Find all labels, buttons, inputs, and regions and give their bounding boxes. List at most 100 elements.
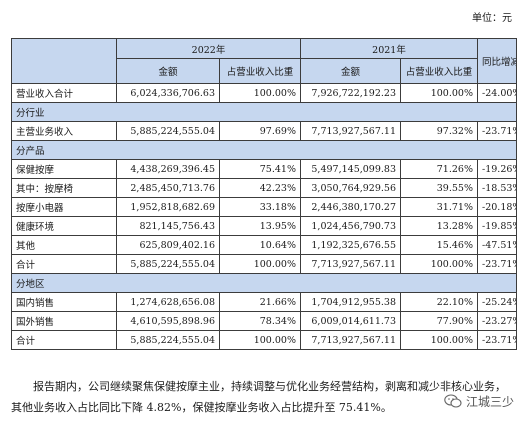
amount-2021: 1,024,456,790.73	[300, 216, 401, 236]
header-amount-2022: 金额	[116, 58, 220, 84]
header-year-2022: 2022年	[116, 38, 301, 59]
share-2022: 42.23%	[219, 178, 301, 198]
share-2022: 10.64%	[219, 235, 301, 255]
yoy-change: -23.71%	[477, 254, 517, 274]
share-2021: 39.55%	[400, 178, 478, 198]
yoy-change: -19.85%	[477, 216, 517, 236]
header-yoy: 同比增减	[477, 38, 517, 84]
table-row: 健康环境 821,145,756.43 13.95% 1,024,456,790…	[11, 216, 517, 236]
watermark-text: 江城三少	[465, 395, 514, 409]
yoy-change: -23.27%	[477, 311, 517, 331]
share-2022: 97.69%	[219, 121, 301, 141]
yoy-change: -25.24%	[477, 292, 517, 312]
table-row: 合计 5,885,224,555.04 100.00% 7,713,927,56…	[11, 330, 517, 350]
amount-2022: 1,274,628,656.08	[116, 292, 220, 312]
table-row: 保健按摩 4,438,269,396.45 75.41% 5,497,145,0…	[11, 159, 517, 179]
section-row: 分产品	[11, 140, 517, 160]
section-row: 分地区	[11, 273, 517, 293]
share-2022: 33.18%	[219, 197, 301, 217]
share-2021: 22.10%	[400, 292, 478, 312]
yoy-change: -20.18%	[477, 197, 517, 217]
share-2021: 97.32%	[400, 121, 478, 141]
yoy-change: -24.00%	[477, 83, 517, 103]
summary-paragraph: 报告期内，公司继续聚焦保健按摩主业，持续调整与优化业务经营结构，剥离和减少非核心…	[11, 376, 516, 418]
header-amount-2021: 金额	[300, 58, 401, 84]
row-label: 按摩小电器	[11, 197, 117, 217]
watermark: 江城三少	[444, 393, 514, 410]
revenue-table: 2022年 2021年 同比增减 金额 占营业收入比重 金额 占营业收入比重 营…	[11, 38, 517, 350]
amount-2021: 1,704,912,955.38	[300, 292, 401, 312]
share-2022: 100.00%	[219, 330, 301, 350]
summary-line-2: 其他业务收入占比同比下降 4.82%，保健按摩业务收入占比提升至 75.41%。	[11, 401, 392, 414]
share-2022: 100.00%	[219, 83, 301, 103]
header-share-2021: 占营业收入比重	[400, 58, 478, 84]
table-row: 主营业务收入 5,885,224,555.04 97.69% 7,713,927…	[11, 121, 517, 141]
row-label: 营业收入合计	[11, 83, 117, 103]
row-label: 其中：按摩椅	[11, 178, 117, 198]
share-2022: 13.95%	[219, 216, 301, 236]
row-label: 国外销售	[11, 311, 117, 331]
wechat-icon	[444, 394, 462, 409]
amount-2021: 2,446,380,170.27	[300, 197, 401, 217]
section-label: 分地区	[11, 273, 517, 293]
share-2022: 100.00%	[219, 254, 301, 274]
amount-2021: 7,713,927,567.11	[300, 330, 401, 350]
share-2021: 100.00%	[400, 330, 478, 350]
amount-2022: 1,952,818,682.69	[116, 197, 220, 217]
table-row: 合计 5,885,224,555.04 100.00% 7,713,927,56…	[11, 254, 517, 274]
table-row: 按摩小电器 1,952,818,682.69 33.18% 2,446,380,…	[11, 197, 517, 217]
yoy-change: -23.71%	[477, 121, 517, 141]
row-label: 合计	[11, 254, 117, 274]
row-label: 其他	[11, 235, 117, 255]
section-label: 分产品	[11, 140, 517, 160]
row-label: 保健按摩	[11, 159, 117, 179]
table-row: 其他 625,809,402.16 10.64% 1,192,325,676.5…	[11, 235, 517, 255]
yoy-change: -18.53%	[477, 178, 517, 198]
share-2021: 31.71%	[400, 197, 478, 217]
share-2022: 75.41%	[219, 159, 301, 179]
share-2021: 77.90%	[400, 311, 478, 331]
amount-2022: 4,438,269,396.45	[116, 159, 220, 179]
section-row: 分行业	[11, 102, 517, 122]
share-2021: 13.28%	[400, 216, 478, 236]
amount-2021: 6,009,014,611.73	[300, 311, 401, 331]
header-share-2022: 占营业收入比重	[219, 58, 301, 84]
amount-2022: 5,885,224,555.04	[116, 330, 220, 350]
amount-2022: 5,885,224,555.04	[116, 121, 220, 141]
row-label: 主营业务收入	[11, 121, 117, 141]
unit-label: 单位：元	[472, 13, 512, 24]
yoy-change: -19.26%	[477, 159, 517, 179]
share-2021: 15.46%	[400, 235, 478, 255]
amount-2021: 5,497,145,099.83	[300, 159, 401, 179]
amount-2022: 625,809,402.16	[116, 235, 220, 255]
share-2021: 71.26%	[400, 159, 478, 179]
share-2022: 21.66%	[219, 292, 301, 312]
amount-2021: 7,713,927,567.11	[300, 254, 401, 274]
yoy-change: -23.71%	[477, 330, 517, 350]
amount-2021: 3,050,764,929.56	[300, 178, 401, 198]
amount-2022: 2,485,450,713.76	[116, 178, 220, 198]
table-row: 其中：按摩椅 2,485,450,713.76 42.23% 3,050,764…	[11, 178, 517, 198]
amount-2021: 1,192,325,676.55	[300, 235, 401, 255]
row-label: 国内销售	[11, 292, 117, 312]
table-row: 国外销售 4,610,595,898.96 78.34% 6,009,014,6…	[11, 311, 517, 331]
amount-2022: 4,610,595,898.96	[116, 311, 220, 331]
table-row: 国内销售 1,274,628,656.08 21.66% 1,704,912,9…	[11, 292, 517, 312]
header-row-metrics: 金额 占营业收入比重 金额 占营业收入比重	[12, 58, 517, 84]
table-row: 营业收入合计 6,024,336,706.63 100.00% 7,926,72…	[11, 83, 517, 103]
row-label: 合计	[11, 330, 117, 350]
header-year-2021: 2021年	[300, 38, 478, 59]
share-2021: 100.00%	[400, 83, 478, 103]
amount-2022: 6,024,336,706.63	[116, 83, 220, 103]
row-label: 健康环境	[11, 216, 117, 236]
header-blank	[11, 38, 117, 84]
section-label: 分行业	[11, 102, 517, 122]
amount-2021: 7,713,927,567.11	[300, 121, 401, 141]
amount-2021: 7,926,722,192.23	[300, 83, 401, 103]
amount-2022: 5,885,224,555.04	[116, 254, 220, 274]
summary-line-1: 报告期内，公司继续聚焦保健按摩主业，持续调整与优化业务经营结构，剥离和减少非核心…	[33, 380, 506, 393]
share-2021: 100.00%	[400, 254, 478, 274]
share-2022: 78.34%	[219, 311, 301, 331]
yoy-change: -47.51%	[477, 235, 517, 255]
header-row-years: 2022年 2021年 同比增减	[11, 38, 517, 84]
